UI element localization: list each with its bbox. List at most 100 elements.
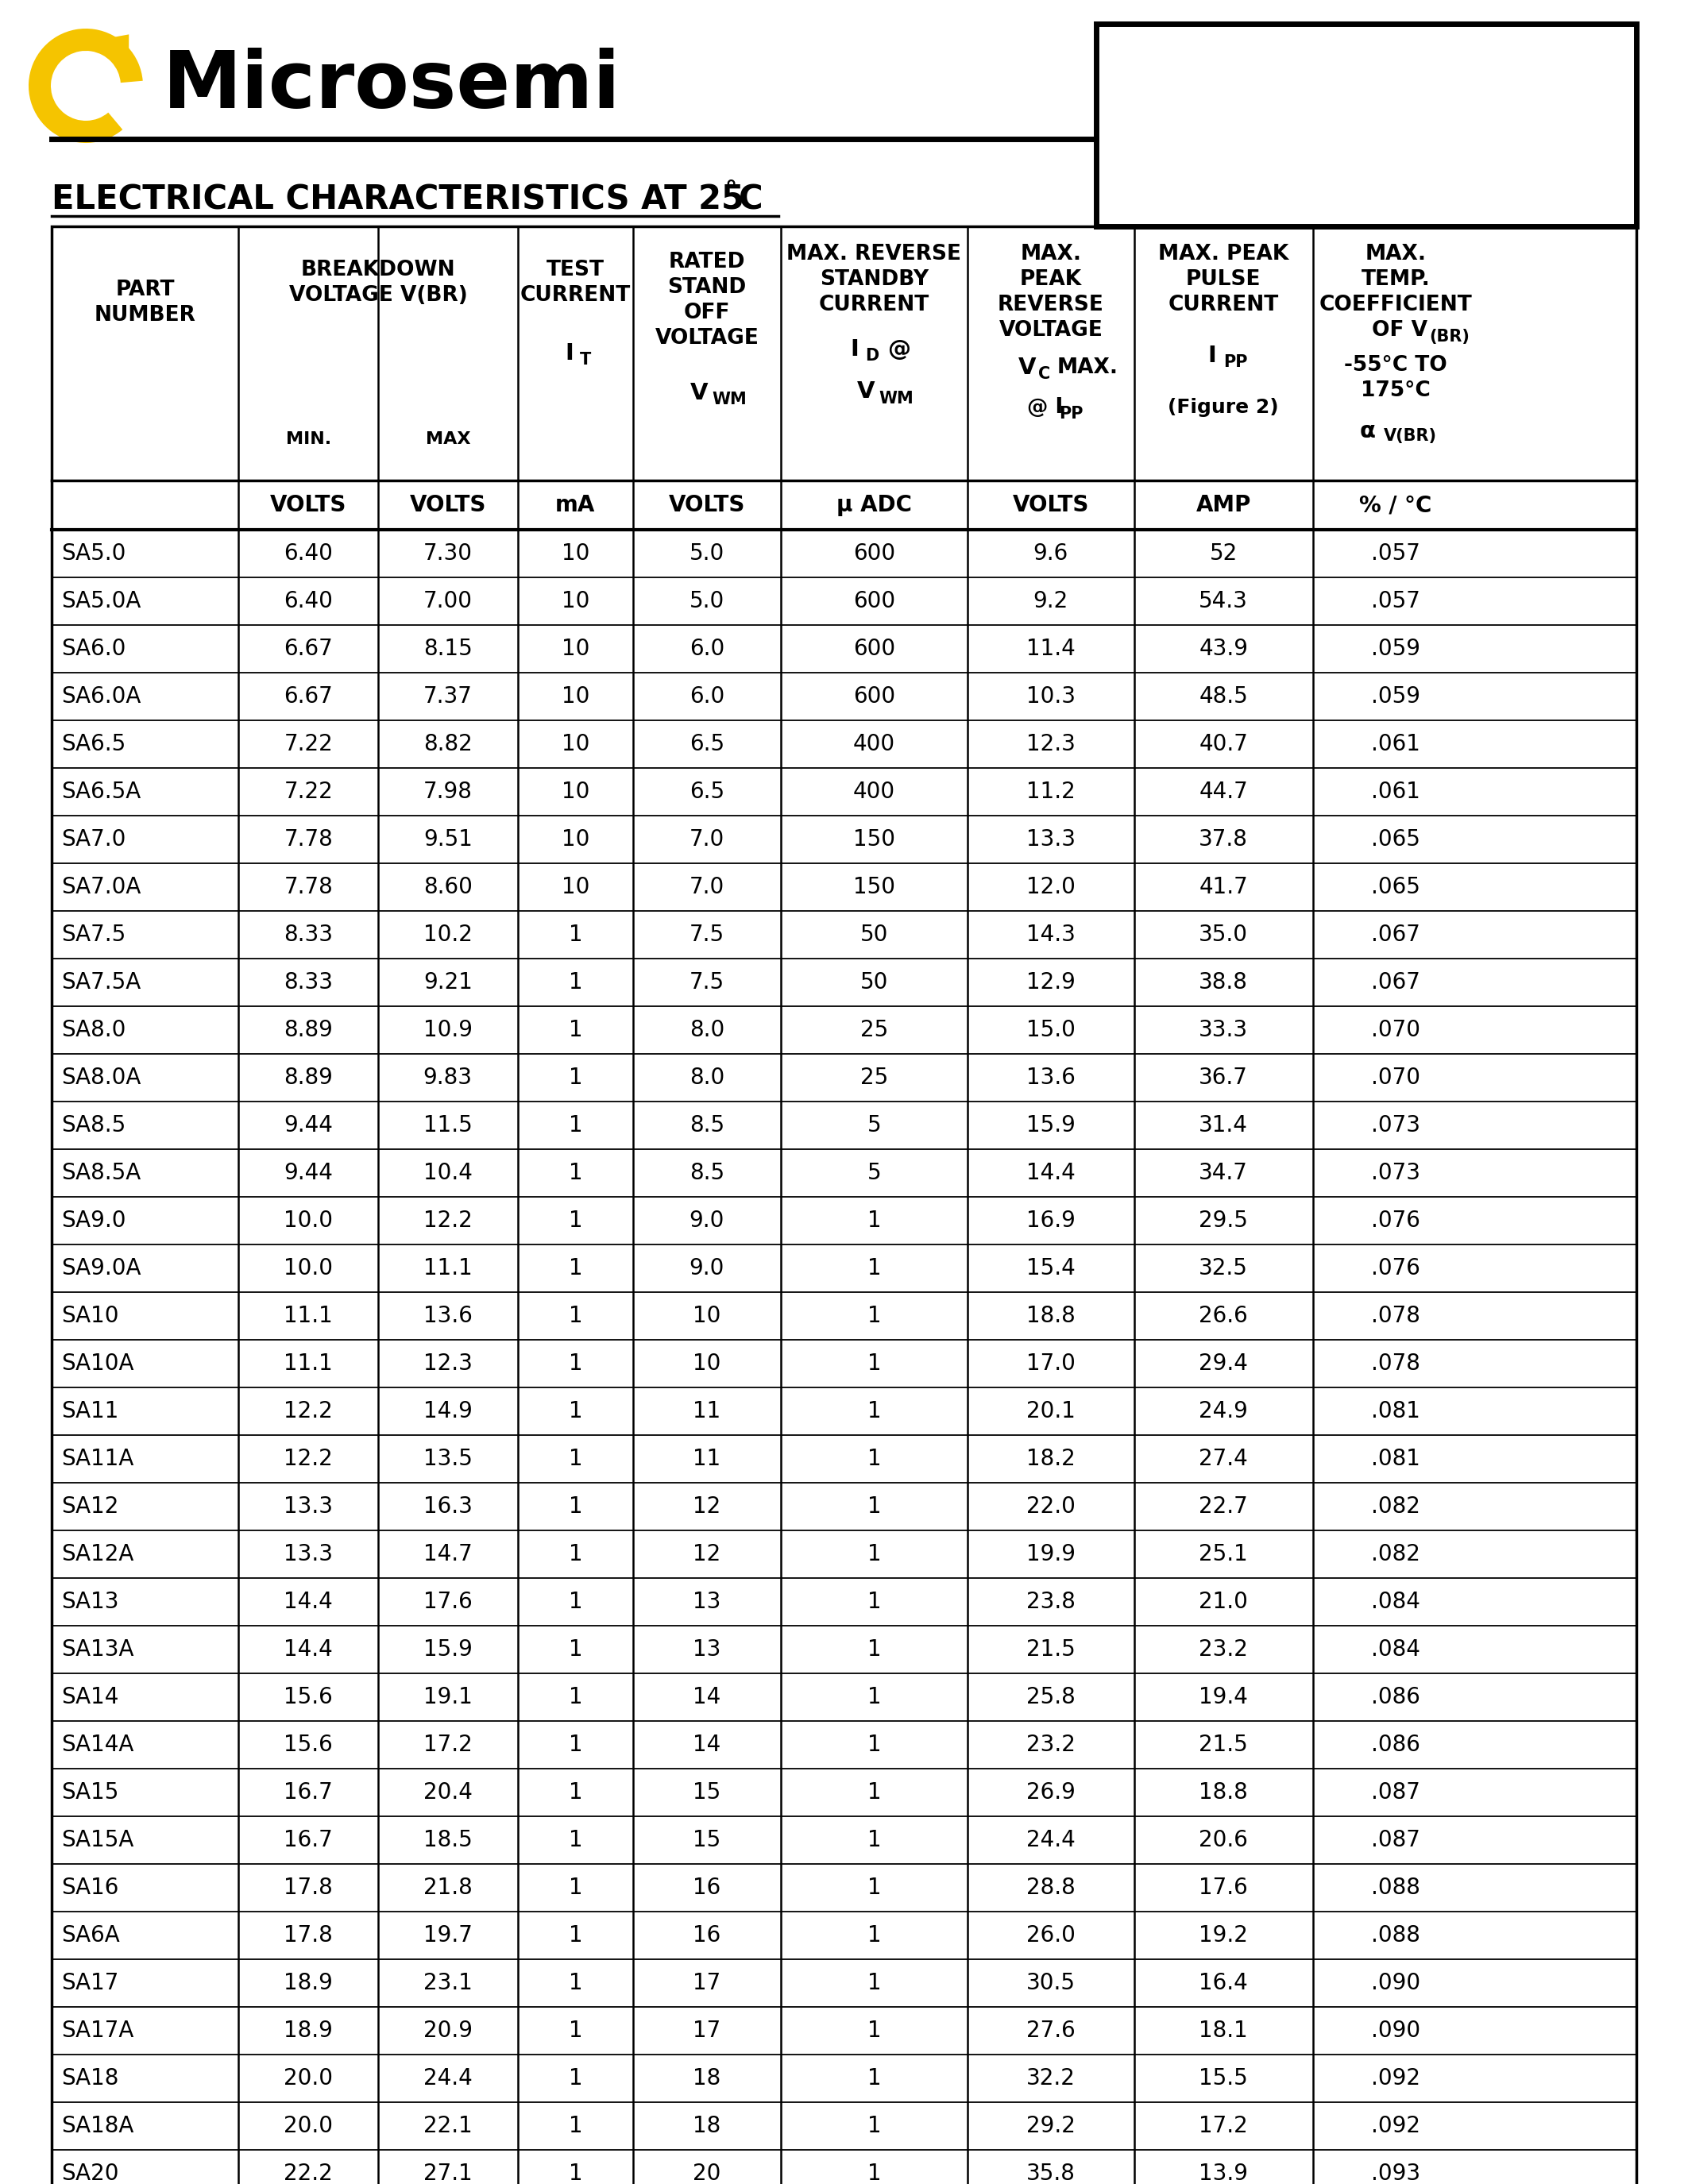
Polygon shape [101, 35, 128, 61]
Text: 10: 10 [692, 1304, 721, 1328]
Text: 7.0: 7.0 [689, 828, 724, 850]
Text: SA15: SA15 [61, 1782, 118, 1804]
Text: 1: 1 [569, 1210, 582, 1232]
Text: 8.5: 8.5 [689, 1162, 724, 1184]
Text: 25: 25 [861, 1066, 888, 1090]
Text: SA6.5A: SA6.5A [61, 780, 140, 804]
Text: (Figure 2): (Figure 2) [1168, 397, 1280, 417]
Text: 17.2: 17.2 [1198, 2114, 1247, 2138]
Text: 34.7: 34.7 [1198, 1162, 1247, 1184]
Text: SA6.0A: SA6.0A [61, 686, 140, 708]
Text: 10: 10 [692, 1352, 721, 1374]
Text: 600: 600 [852, 638, 895, 660]
Text: 7.00: 7.00 [424, 590, 473, 612]
Text: 10: 10 [562, 686, 589, 708]
Text: 20.0: 20.0 [284, 2068, 333, 2090]
Text: STANDBY: STANDBY [820, 269, 928, 290]
Text: .081: .081 [1371, 1448, 1420, 1470]
Text: 1: 1 [569, 1162, 582, 1184]
Text: CURRENT: CURRENT [1168, 295, 1280, 314]
Text: 5.0: 5.0 [689, 542, 724, 566]
Text: 600: 600 [852, 686, 895, 708]
Text: 20.9: 20.9 [424, 2020, 473, 2042]
Text: 1: 1 [569, 1066, 582, 1090]
Text: 7.30: 7.30 [424, 542, 473, 566]
Text: .065: .065 [1371, 828, 1420, 850]
Text: .065: .065 [1371, 876, 1420, 898]
Text: 1: 1 [868, 1734, 881, 1756]
Text: 14.3: 14.3 [1026, 924, 1075, 946]
Text: 7.78: 7.78 [284, 828, 333, 850]
Text: 1: 1 [569, 1782, 582, 1804]
Text: 19.2: 19.2 [1198, 1924, 1247, 1946]
Text: 1: 1 [569, 2020, 582, 2042]
Text: V: V [690, 382, 707, 404]
Text: PEAK: PEAK [1020, 269, 1082, 290]
Text: 10.3: 10.3 [1026, 686, 1075, 708]
Text: 11: 11 [692, 1448, 721, 1470]
Text: 16.7: 16.7 [284, 1782, 333, 1804]
Text: 20.0: 20.0 [284, 2114, 333, 2138]
Text: 11.1: 11.1 [424, 1258, 473, 1280]
Text: 1: 1 [868, 1210, 881, 1232]
Text: 17.6: 17.6 [424, 1590, 473, 1614]
Text: 18.2: 18.2 [1026, 1448, 1075, 1470]
Text: 1: 1 [569, 1304, 582, 1328]
Text: 19.4: 19.4 [1198, 1686, 1247, 1708]
Text: SA11: SA11 [61, 1400, 118, 1422]
Text: 36.7: 36.7 [1198, 1066, 1247, 1090]
Text: 21.0: 21.0 [1198, 1590, 1247, 1614]
Text: @ I: @ I [1026, 397, 1063, 417]
Text: 11.5: 11.5 [424, 1114, 473, 1136]
Text: 22.7: 22.7 [1198, 1496, 1247, 1518]
Text: 8.82: 8.82 [424, 734, 473, 756]
Text: SA20: SA20 [61, 2162, 118, 2184]
Wedge shape [29, 28, 143, 142]
Text: 10.9: 10.9 [424, 1020, 473, 1042]
Text: AMP: AMP [1197, 494, 1251, 515]
Text: 15.9: 15.9 [424, 1638, 473, 1660]
Text: .082: .082 [1371, 1544, 1420, 1566]
Text: D: D [866, 347, 879, 365]
Text: 33.3: 33.3 [1198, 1020, 1247, 1042]
Text: mA: mA [555, 494, 596, 515]
Text: 23.1: 23.1 [424, 1972, 473, 1994]
Text: 32.2: 32.2 [1026, 2068, 1075, 2090]
Text: °: ° [724, 179, 736, 203]
Text: 10: 10 [562, 638, 589, 660]
Text: 10.0: 10.0 [284, 1258, 333, 1280]
Text: 9.83: 9.83 [424, 1066, 473, 1090]
Text: 18.5: 18.5 [424, 1828, 473, 1852]
Text: 6.5: 6.5 [689, 734, 724, 756]
Text: 24.4: 24.4 [424, 2068, 473, 2090]
Text: .059: .059 [1371, 638, 1420, 660]
Text: 20.1: 20.1 [1026, 1400, 1075, 1422]
Text: PULSE: PULSE [1187, 269, 1261, 290]
Text: MAX.: MAX. [1366, 245, 1426, 264]
Text: VOLTS: VOLTS [668, 494, 744, 515]
Text: MAX: MAX [425, 430, 471, 448]
Text: 23.8: 23.8 [1026, 1590, 1075, 1614]
Text: SA17: SA17 [61, 1972, 118, 1994]
Text: 1: 1 [569, 1590, 582, 1614]
Text: 13.3: 13.3 [1026, 828, 1075, 850]
Text: SA170A: SA170A [1256, 162, 1477, 212]
Text: 1: 1 [569, 2162, 582, 2184]
Text: MAX. REVERSE: MAX. REVERSE [787, 245, 962, 264]
Text: 13.6: 13.6 [1026, 1066, 1075, 1090]
Text: SA8.0: SA8.0 [61, 1020, 127, 1042]
Text: .084: .084 [1371, 1638, 1420, 1660]
Text: 16.9: 16.9 [1026, 1210, 1075, 1232]
Text: 6.67: 6.67 [284, 686, 333, 708]
Text: SA13A: SA13A [61, 1638, 133, 1660]
Text: 16.4: 16.4 [1198, 1972, 1247, 1994]
Text: 12.2: 12.2 [284, 1400, 333, 1422]
Text: 20.6: 20.6 [1198, 1828, 1247, 1852]
Text: 27.4: 27.4 [1198, 1448, 1247, 1470]
Text: .070: .070 [1371, 1020, 1420, 1042]
Text: MAX.: MAX. [1020, 245, 1082, 264]
Text: 1: 1 [569, 1544, 582, 1566]
Text: SA12: SA12 [61, 1496, 118, 1518]
Text: 400: 400 [852, 780, 895, 804]
Text: SA8.0A: SA8.0A [61, 1066, 140, 1090]
